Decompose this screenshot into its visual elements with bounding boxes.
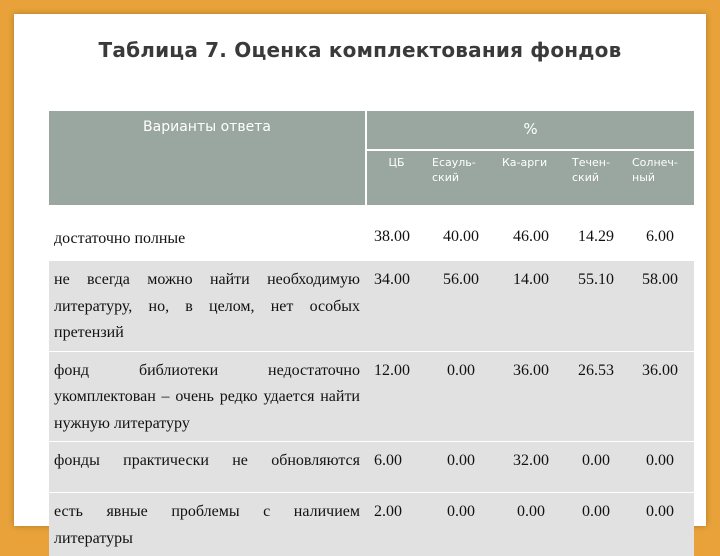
column-header: ЦБ (366, 150, 426, 206)
cell-value: 32.00 (496, 442, 566, 493)
table-row: есть явные проблемы с наличием литератур… (49, 493, 694, 556)
column-header: Есауль-ский (426, 150, 496, 206)
table-row: не всегда можно найти необходимую литера… (49, 261, 694, 352)
cell-value: 0.00 (626, 442, 694, 493)
cell-value: 38.00 (366, 206, 426, 261)
row-label: фонд библиотеки недостаточно укомплектов… (49, 351, 366, 442)
cell-value: 0.00 (626, 493, 694, 556)
cell-value: 0.00 (566, 442, 626, 493)
cell-value: 0.00 (426, 493, 496, 556)
cell-value: 26.53 (566, 351, 626, 442)
row-label: не всегда можно найти необходимую литера… (49, 261, 366, 352)
cell-value: 40.00 (426, 206, 496, 261)
cell-value: 12.00 (366, 351, 426, 442)
cell-value: 56.00 (426, 261, 496, 352)
column-header: Ка-арги (496, 150, 566, 206)
cell-value: 46.00 (496, 206, 566, 261)
cell-value: 0.00 (566, 493, 626, 556)
table-row: фонды практически не обновляются 6.00 0.… (49, 442, 694, 493)
column-header: Течен-ский (566, 150, 626, 206)
row-label: фонды практически не обновляются (49, 442, 366, 493)
cell-value: 55.10 (566, 261, 626, 352)
cell-value: 14.29 (566, 206, 626, 261)
table-row: фонд библиотеки недостаточно укомплектов… (49, 351, 694, 442)
cell-value: 6.00 (366, 442, 426, 493)
cell-value: 34.00 (366, 261, 426, 352)
row-label: есть явные проблемы с наличием литератур… (49, 493, 366, 556)
cell-value: 36.00 (626, 351, 694, 442)
cell-value: 14.00 (496, 261, 566, 352)
cell-value: 0.00 (426, 351, 496, 442)
cell-value: 0.00 (426, 442, 496, 493)
cell-value: 6.00 (626, 206, 694, 261)
row-label: достаточно полные (49, 206, 366, 261)
cell-value: 2.00 (366, 493, 426, 556)
cell-value: 58.00 (626, 261, 694, 352)
header-variants: Варианты ответа (49, 111, 366, 206)
header-percent: % (366, 111, 694, 150)
page-title: Таблица 7. Оценка комплектования фондов (0, 38, 720, 62)
cell-value: 36.00 (496, 351, 566, 442)
cell-value: 0.00 (496, 493, 566, 556)
column-header: Солнеч-ный (626, 150, 694, 206)
funds-table: Варианты ответа % ЦБ Есауль-ский Ка-арги… (49, 111, 694, 556)
table-row: достаточно полные 38.00 40.00 46.00 14.2… (49, 206, 694, 261)
